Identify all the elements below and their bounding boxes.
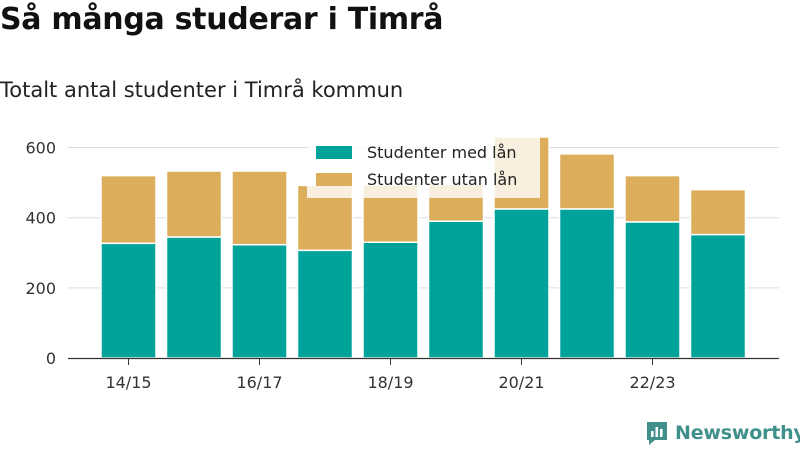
bar-with-loan [100, 242, 157, 359]
legend-swatch [316, 173, 352, 186]
y-tick-label: 0 [46, 349, 56, 368]
y-tick-label: 600 [25, 139, 56, 158]
brand-name: Newsworthy [675, 422, 800, 444]
x-tick-label: 16/17 [236, 373, 282, 392]
bar-without-loan [231, 170, 288, 246]
bar-with-loan [165, 236, 223, 359]
bar-without-loan [689, 188, 747, 236]
bar-with-loan [296, 249, 354, 359]
bar-with-loan [558, 208, 616, 359]
newsworthy-logo-icon [647, 422, 667, 445]
bar-with-loan [689, 233, 747, 359]
page-subtitle: Totalt antal studenter i Timrå kommun [0, 78, 404, 102]
bar-without-loan [624, 174, 681, 223]
bar-with-loan [493, 208, 550, 359]
bar-without-loan [165, 170, 223, 238]
bar-with-loan [362, 241, 419, 359]
bar-without-loan [558, 153, 616, 210]
y-tick-label: 400 [25, 209, 56, 228]
x-tick-label: 18/19 [367, 373, 413, 392]
bar-without-loan [100, 174, 157, 245]
page-title: Så många studerar i Timrå [0, 2, 444, 37]
bar-with-loan [231, 243, 288, 359]
legend-label: Studenter utan lån [367, 170, 517, 189]
x-tick-label: 20/21 [498, 373, 544, 392]
bar-with-loan [427, 220, 485, 359]
bar-with-loan [624, 221, 681, 359]
y-tick-label: 200 [25, 279, 56, 298]
x-tick-label: 22/23 [629, 373, 675, 392]
brand-logo: Newsworthy [645, 419, 800, 447]
x-tick-label: 14/15 [105, 373, 151, 392]
legend-label: Studenter med lån [367, 143, 517, 162]
legend-swatch [316, 146, 352, 159]
